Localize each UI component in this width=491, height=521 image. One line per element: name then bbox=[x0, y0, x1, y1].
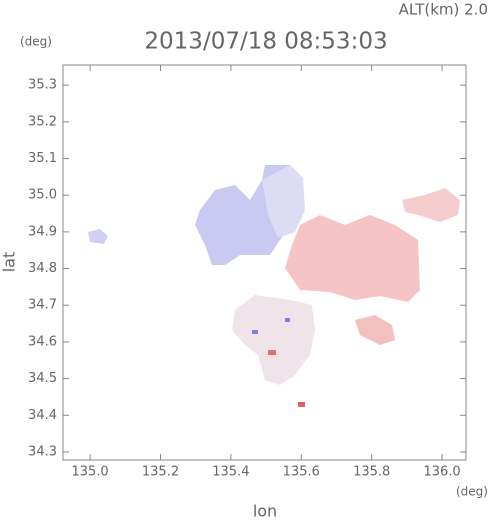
radar-echoes bbox=[88, 165, 460, 407]
y-tick-label: 34.5 bbox=[28, 371, 57, 386]
x-axis-label: lon bbox=[253, 502, 277, 521]
y-unit: (deg) bbox=[20, 35, 52, 49]
x-unit: (deg) bbox=[456, 485, 488, 499]
y-tick-label: 34.9 bbox=[28, 224, 57, 239]
x-tick-label: 135.4 bbox=[212, 465, 249, 480]
x-tick-label: 135.8 bbox=[353, 465, 390, 480]
y-tick-label: 34.3 bbox=[28, 444, 57, 459]
y-tick-label: 34.7 bbox=[28, 298, 57, 313]
echo-red bbox=[268, 350, 276, 355]
echo-pink bbox=[285, 215, 420, 302]
altitude-label: ALT(km) 2.0 bbox=[399, 1, 488, 19]
y-tick-label: 35.3 bbox=[28, 78, 57, 93]
y-tick-label: 35.1 bbox=[28, 151, 57, 166]
echo-blue-dot bbox=[285, 318, 290, 322]
y-tick-label: 34.6 bbox=[28, 334, 57, 349]
y-tick-label: 35.0 bbox=[28, 188, 57, 203]
echo-pink-small bbox=[355, 315, 395, 345]
plot-frame bbox=[62, 64, 467, 461]
y-tick-label: 35.2 bbox=[28, 114, 57, 129]
echo-blue-dot bbox=[252, 330, 258, 334]
echo-pink-right bbox=[402, 188, 460, 222]
echo-blue-light bbox=[262, 165, 305, 238]
echo-blue-small bbox=[88, 229, 108, 244]
x-tick-label: 135.0 bbox=[71, 465, 108, 480]
echo-mixed bbox=[232, 295, 315, 385]
chart-title: 2013/07/18 08:53:03 bbox=[144, 29, 387, 55]
x-tick-label: 135.2 bbox=[142, 465, 179, 480]
y-tick-label: 34.8 bbox=[28, 261, 57, 276]
y-tick-label: 34.4 bbox=[28, 408, 57, 423]
x-tick-label: 135.6 bbox=[283, 465, 320, 480]
echo-red bbox=[298, 402, 305, 407]
x-tick-label: 136.0 bbox=[423, 465, 460, 480]
y-axis-label: lat bbox=[0, 252, 19, 273]
